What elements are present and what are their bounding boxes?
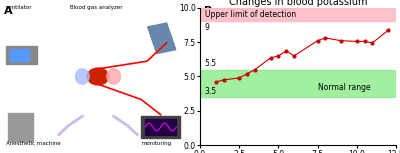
- Circle shape: [78, 21, 118, 52]
- Circle shape: [107, 21, 124, 34]
- Text: 5.5: 5.5: [205, 59, 217, 68]
- Circle shape: [87, 68, 109, 85]
- Bar: [148, 23, 176, 54]
- Text: Blood gas analyzer: Blood gas analyzer: [70, 5, 122, 10]
- Bar: [8, 113, 33, 141]
- Ellipse shape: [67, 40, 129, 119]
- Ellipse shape: [76, 69, 89, 84]
- Text: Normal range: Normal range: [318, 83, 370, 92]
- Text: ventilator: ventilator: [6, 5, 32, 10]
- Ellipse shape: [107, 69, 120, 84]
- Bar: [145, 119, 176, 135]
- Text: 3.5: 3.5: [205, 87, 217, 96]
- Text: A: A: [4, 6, 12, 16]
- Text: Upper limit of detection: Upper limit of detection: [205, 10, 296, 19]
- Text: 9: 9: [205, 23, 210, 32]
- Bar: [10, 49, 30, 61]
- Title: Changes in blood potassium: Changes in blood potassium: [229, 0, 367, 7]
- Text: B: B: [204, 6, 212, 16]
- Bar: [6, 46, 37, 64]
- Bar: [141, 116, 180, 138]
- Bar: [200, 8, 396, 21]
- Text: Anesthetic machine: Anesthetic machine: [6, 141, 61, 146]
- Bar: [200, 70, 396, 97]
- Circle shape: [72, 21, 89, 34]
- Text: monitoring: monitoring: [141, 141, 171, 146]
